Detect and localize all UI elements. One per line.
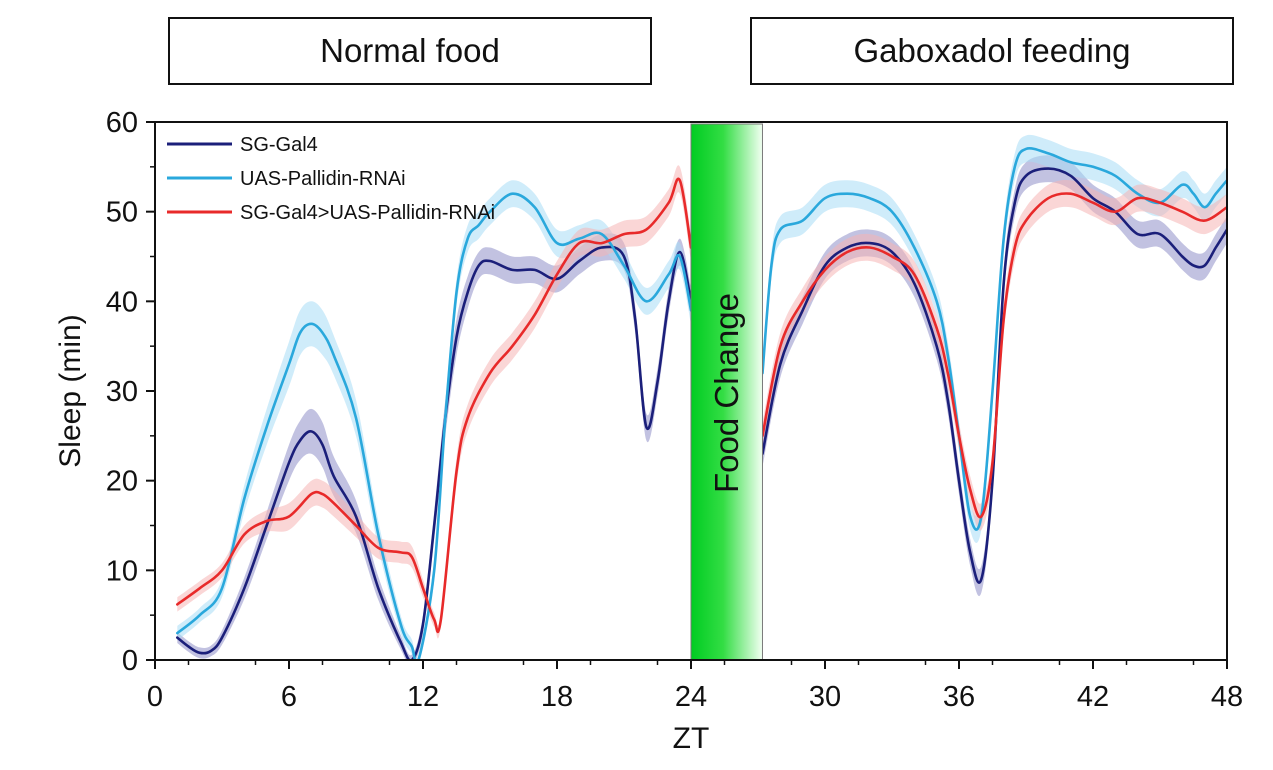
series-lines: [176, 147, 1227, 660]
error-band-sg-gal4-uas-pallidin-rnai-2: [762, 180, 1227, 531]
x-tick-label-24: 24: [675, 681, 707, 713]
legend: SG-Gal4 UAS-Pallidin-RNAi SG-Gal4>UAS-Pall…: [167, 134, 495, 224]
food-change-label: Food Change: [708, 293, 745, 493]
legend-label-sg-gal4-uas-pallidin-rnai: SG-Gal4>UAS-Pallidin-RNAi: [240, 202, 495, 224]
series-line-uas-pallidin-rnai-1: [176, 192, 693, 660]
y-tick-label-50: 50: [106, 197, 138, 229]
error-band-sg-gal4-1: [177, 233, 691, 660]
error-band-uas-pallidin-rnai-2: [762, 134, 1227, 544]
legend-label-uas-pallidin-rnai: UAS-Pallidin-RNAi: [240, 168, 406, 190]
normal-food-label: Normal food: [320, 32, 500, 69]
x-tick-label-30: 30: [809, 681, 841, 713]
x-tick-label-48: 48: [1211, 681, 1243, 713]
x-tick-label-18: 18: [541, 681, 573, 713]
x-axis-title: ZT: [673, 722, 710, 755]
normal-food-label-box: Normal food: [168, 17, 652, 85]
y-tick-label-30: 30: [106, 376, 138, 408]
x-tick-label-42: 42: [1077, 681, 1109, 713]
x-tick-label-12: 12: [407, 681, 439, 713]
y-tick-label-60: 60: [106, 107, 138, 139]
x-tick-label-6: 6: [281, 681, 297, 713]
axes: 0 6 12 18 24 30 36 42 48 0 10 20 30 40 50 60: [106, 107, 1243, 713]
y-tick-label-0: 0: [122, 645, 138, 677]
series-line-sg-gal4-uas-pallidin-rnai-2: [761, 192, 1227, 519]
y-axis-title: Sleep (min): [54, 314, 87, 467]
x-tick-label-36: 36: [943, 681, 975, 713]
gaboxadol-feeding-label-box: Gaboxadol feeding: [750, 17, 1234, 85]
y-tick-label-40: 40: [106, 286, 138, 318]
gaboxadol-feeding-label: Gaboxadol feeding: [853, 32, 1131, 69]
series-line-sg-gal4-1: [176, 245, 693, 660]
y-tick-label-20: 20: [106, 466, 138, 498]
series-line-sg-gal4-uas-pallidin-rnai-1: [176, 177, 693, 634]
x-tick-label-0: 0: [147, 681, 163, 713]
food-change-region: Food Change: [690, 123, 763, 661]
legend-label-sg-gal4: SG-Gal4: [240, 134, 318, 156]
y-tick-label-10: 10: [106, 555, 138, 587]
error-band-uas-pallidin-rnai-1: [177, 180, 691, 660]
